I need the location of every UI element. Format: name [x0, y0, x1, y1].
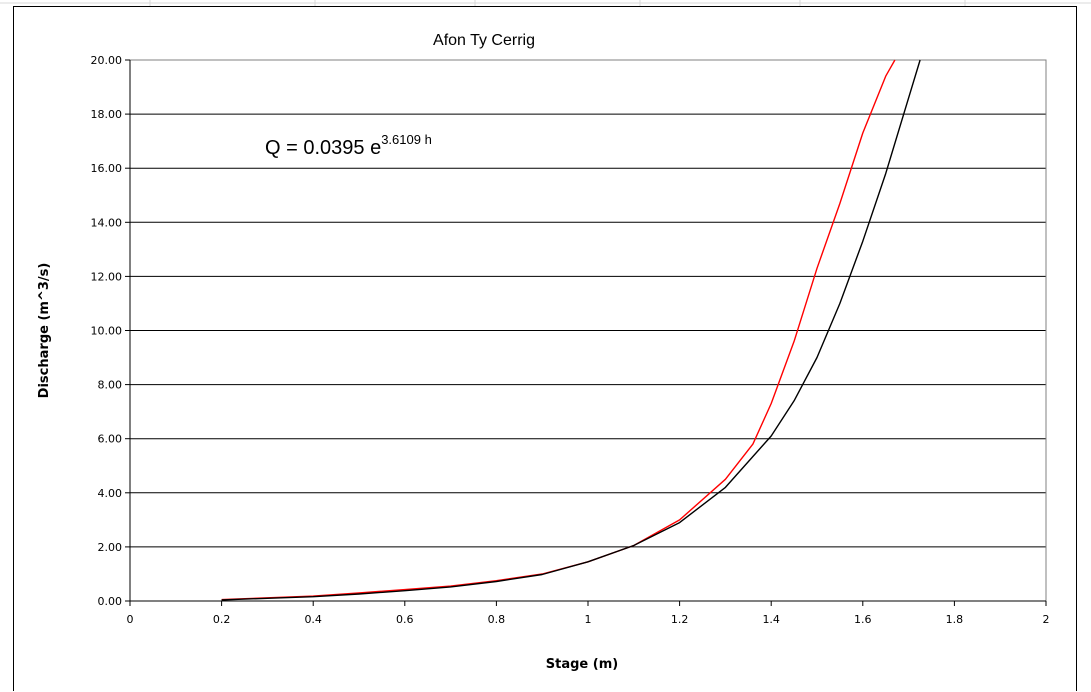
x-tick-labels: 0 0.2 0.4 0.6 0.8 1 1.2 1.4 1.6 1.8 2	[127, 613, 1050, 626]
x-tick-label: 1	[585, 613, 592, 626]
equation-base: Q = 0.0395 e	[265, 137, 381, 159]
y-tick-label: 16.00	[91, 162, 123, 175]
chart-title: Afon Ty Cerrig	[433, 32, 535, 49]
y-tick-label: 14.00	[91, 216, 123, 229]
y-tick-labels: 0.00 2.00 4.00 6.00 8.00 10.00 12.00 14.00 16.00…	[91, 54, 123, 608]
trendline-equation: Q = 0.0395 e3.6109 h	[265, 132, 432, 159]
y-tick-label: 12.00	[91, 270, 123, 283]
x-tick-label: 1.6	[854, 613, 872, 626]
x-tick-label: 1.2	[671, 613, 689, 626]
x-axis-label: Stage (m)	[546, 657, 618, 672]
y-tick-label: 2.00	[98, 541, 123, 554]
y-tick-label: 6.00	[98, 433, 123, 446]
series-line-2	[221, 59, 921, 601]
x-tick-label: 2	[1043, 613, 1050, 626]
chart: 0 0.2 0.4 0.6 0.8 1 1.2 1.4 1.6 1.8 2 0.00 2.00 4.00…	[37, 32, 1050, 672]
y-tick-label: 4.00	[98, 487, 123, 500]
chart-area[interactable]: 0 0.2 0.4 0.6 0.8 1 1.2 1.4 1.6 1.8 2 0.00 2.00 4.00…	[13, 6, 1077, 691]
y-axis-label: Discharge (m^3/s)	[37, 263, 52, 399]
series-line-1	[221, 59, 896, 601]
x-tick-label: 0.2	[213, 613, 231, 626]
y-tick-label: 20.00	[91, 54, 123, 67]
x-tick-label: 0.6	[396, 613, 414, 626]
x-tick-label: 0.4	[304, 613, 322, 626]
equation-exponent: 3.6109 h	[381, 132, 432, 147]
y-tick-label: 18.00	[91, 108, 123, 121]
y-tick-label: 8.00	[98, 379, 123, 392]
series-lines	[221, 59, 921, 601]
x-tick-label: 1.4	[762, 613, 780, 626]
x-tick-label: 0	[127, 613, 134, 626]
y-tick-label: 0.00	[98, 595, 123, 608]
y-tick-label: 10.00	[91, 325, 123, 338]
x-tick-label: 1.8	[946, 613, 964, 626]
x-tick-label: 0.8	[488, 613, 506, 626]
axes	[125, 59, 1047, 606]
